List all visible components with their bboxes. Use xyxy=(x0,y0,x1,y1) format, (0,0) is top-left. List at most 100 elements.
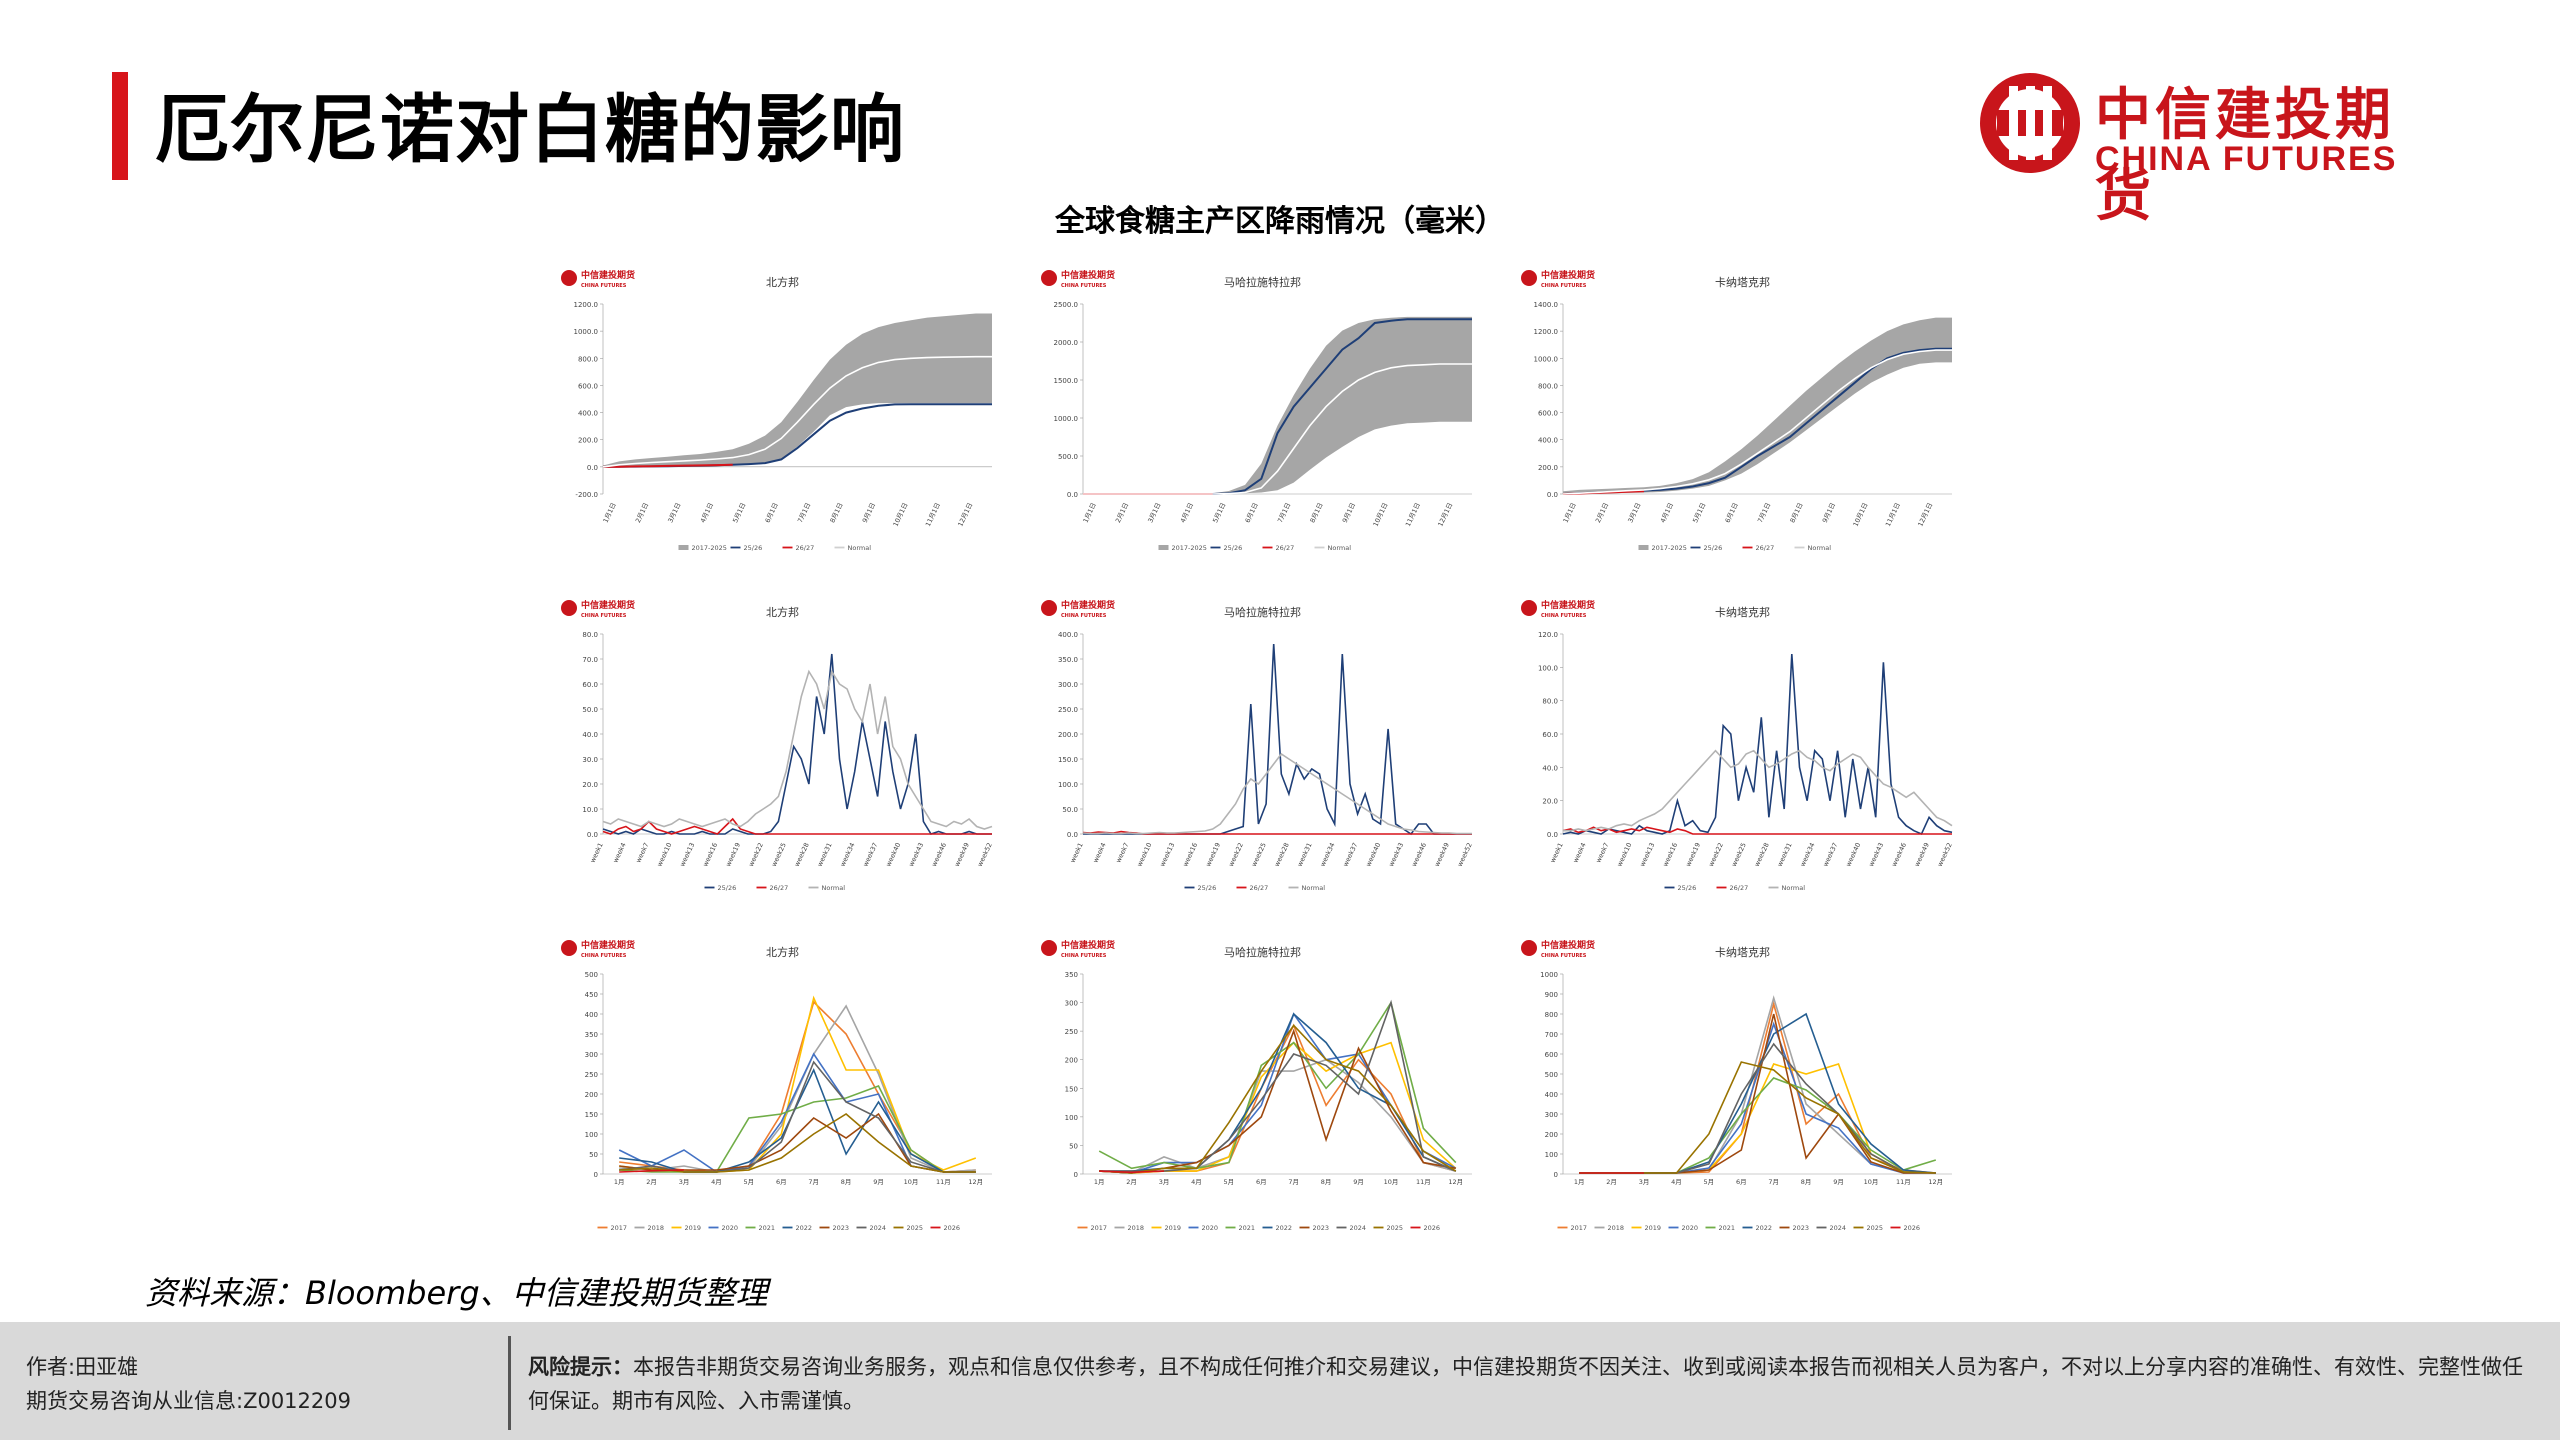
x-tick-label: 2月 xyxy=(1606,1178,1617,1186)
chart-title: 北方邦 xyxy=(766,945,799,959)
chart-cumulative-karnataka: 中信建投期货 CHINA FUTURES 卡纳塔克邦 0.0 200.0 400.0 600… xyxy=(1515,262,1970,562)
chart-svg: 中信建投期货 CHINA FUTURES 卡纳塔克邦 0.0 200.0 400.0 600… xyxy=(1521,269,1952,552)
series-line xyxy=(1099,1012,1457,1172)
series-line xyxy=(619,1067,976,1173)
y-tick-label: 800.0 xyxy=(1538,382,1558,390)
y-tick-label: 300 xyxy=(585,1051,598,1059)
y-tick-label: 40.0 xyxy=(582,731,598,739)
x-tick-label: week19 xyxy=(724,841,742,867)
x-tick-label: 4月1日 xyxy=(699,501,715,524)
legend-label: 25/26 xyxy=(1678,884,1697,892)
x-tick-label: week34 xyxy=(1799,841,1817,867)
x-tick-label: 4月 xyxy=(711,1178,722,1186)
chart-logo: 中信建投期货 CHINA FUTURES xyxy=(561,269,635,289)
y-tick-label: 120.0 xyxy=(1538,631,1558,639)
x-tick-label: 3月 xyxy=(1639,1178,1650,1186)
series-line xyxy=(1099,1024,1457,1174)
x-tick-label: week28 xyxy=(1753,841,1771,867)
y-tick-label: 1500.0 xyxy=(1054,377,1079,385)
y-tick-label: 80.0 xyxy=(1542,698,1558,706)
y-tick-label: 40.0 xyxy=(1542,764,1558,772)
x-tick-label: week49 xyxy=(1913,841,1931,867)
x-tick-label: week46 xyxy=(1410,841,1428,867)
x-tick-label: week40 xyxy=(1364,841,1382,867)
legend-label: 2017-2025 xyxy=(692,544,727,552)
series-line xyxy=(1562,826,1952,835)
y-tick-label: 250 xyxy=(1065,1028,1078,1036)
y-tick-label: 50.0 xyxy=(582,706,598,714)
series-line xyxy=(1562,349,1952,495)
x-tick-label: week22 xyxy=(1227,841,1245,867)
legend-label: 2017-2025 xyxy=(1172,544,1207,552)
x-tick-label: week46 xyxy=(930,841,948,867)
x-tick-label: 7月1日 xyxy=(1756,501,1772,524)
y-tick-label: 0.0 xyxy=(587,464,598,472)
x-tick-label: 9月 xyxy=(873,1178,884,1186)
y-tick-label: 600 xyxy=(1545,1051,1558,1059)
y-tick-label: 150 xyxy=(1065,1085,1078,1093)
y-tick-label: 1000.0 xyxy=(574,328,599,336)
y-tick-label: 60.0 xyxy=(582,681,598,689)
x-tick-label: 8月 xyxy=(1801,1178,1812,1186)
legend-label: 2024 xyxy=(1350,1224,1367,1232)
series-line xyxy=(619,1113,976,1173)
y-tick-label: 400 xyxy=(1545,1091,1558,1099)
legend-label: 26/27 xyxy=(1276,544,1295,552)
legend-label: 2026 xyxy=(1904,1224,1921,1232)
x-tick-label: week43 xyxy=(907,841,925,867)
x-tick-label: week37 xyxy=(861,841,879,867)
y-tick-label: 1000 xyxy=(1540,971,1558,979)
legend-label: 2026 xyxy=(944,1224,961,1232)
x-tick-label: week31 xyxy=(1776,841,1794,867)
x-tick-label: week1 xyxy=(589,841,605,864)
chart-weekly-karnataka: 中信建投期货 CHINA FUTURES 卡纳塔克邦 0.0 20.0 40.0 60.0 8… xyxy=(1515,592,1970,902)
x-tick-label: 3月 xyxy=(1159,1178,1170,1186)
x-tick-label: week4 xyxy=(1571,841,1587,864)
y-tick-label: 300 xyxy=(1545,1111,1558,1119)
chart-logo: 中信建投期货 CHINA FUTURES xyxy=(1521,599,1595,619)
legend-label: 2020 xyxy=(1202,1224,1219,1232)
x-tick-label: week46 xyxy=(1890,841,1908,867)
x-tick-label: week7 xyxy=(634,841,650,864)
company-logo: 中信建投期货 CHINA FUTURES xyxy=(1975,68,2445,229)
series-line xyxy=(1579,1000,1936,1174)
chart-logo-icon xyxy=(561,600,577,616)
y-tick-label: 500 xyxy=(585,971,598,979)
legend-label: 2019 xyxy=(1165,1224,1182,1232)
x-tick-label: 8月1日 xyxy=(1308,501,1324,524)
x-tick-label: week16 xyxy=(701,841,719,867)
legend-label: 2023 xyxy=(833,1224,850,1232)
series-line xyxy=(1579,1077,1937,1174)
x-tick-label: week34 xyxy=(839,841,857,867)
chart-logo: 中信建投期货 CHINA FUTURES xyxy=(1041,599,1115,619)
y-tick-label: 0.0 xyxy=(1067,831,1078,839)
legend-label: 2022 xyxy=(1756,1224,1773,1232)
x-tick-label: 11月 xyxy=(936,1178,951,1186)
legend-label: 2020 xyxy=(722,1224,739,1232)
x-tick-label: week25 xyxy=(1730,841,1748,867)
chart-title: 卡纳塔克邦 xyxy=(1715,276,1770,289)
legend-label: 25/26 xyxy=(718,884,737,892)
y-tick-label: 1000.0 xyxy=(1054,415,1079,423)
chart-logo-cn: 中信建投期货 xyxy=(1061,939,1115,951)
x-tick-label: week52 xyxy=(976,841,994,867)
chart-logo: 中信建投期货 CHINA FUTURES xyxy=(1521,269,1595,289)
legend-label: Normal xyxy=(1328,544,1352,552)
legend-swatch xyxy=(678,545,689,550)
x-tick-label: week28 xyxy=(793,841,811,867)
series-line xyxy=(1098,1000,1457,1170)
series-line xyxy=(1099,1012,1457,1174)
series-line xyxy=(602,355,992,468)
series-line xyxy=(1099,1058,1457,1174)
chart-logo: 中信建投期货 CHINA FUTURES xyxy=(1041,269,1115,289)
y-tick-label: 400 xyxy=(585,1011,598,1019)
x-tick-label: 4月1日 xyxy=(1179,501,1195,524)
chart-logo-icon xyxy=(561,940,577,956)
y-tick-label: 2500.0 xyxy=(1054,301,1079,309)
chart-logo: 中信建投期货 CHINA FUTURES xyxy=(561,939,635,959)
x-tick-label: week4 xyxy=(611,841,627,864)
x-tick-label: week31 xyxy=(1296,841,1314,867)
x-tick-label: week13 xyxy=(1158,841,1176,867)
x-tick-label: 1月 xyxy=(1094,1178,1105,1186)
x-tick-label: 11月1日 xyxy=(1404,501,1422,527)
